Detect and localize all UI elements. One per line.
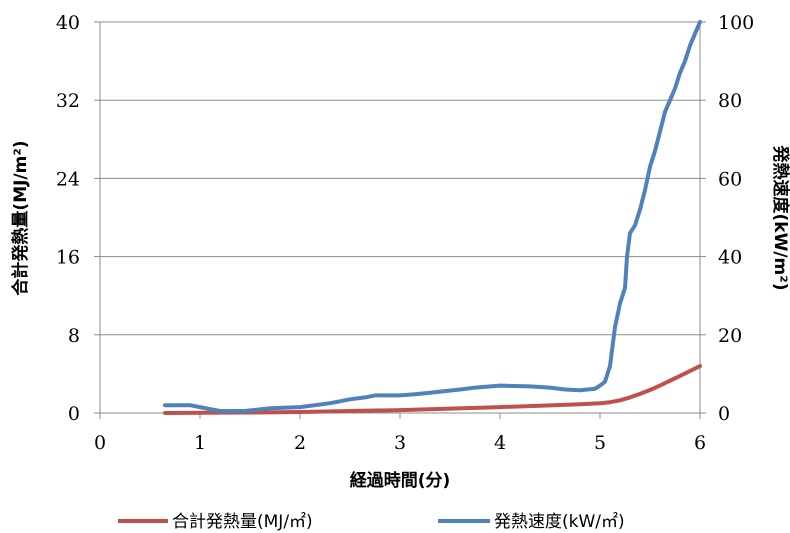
x-axis: 0 1 2 3 4 5 6 <box>94 413 706 454</box>
series-line-total-heat <box>163 364 702 415</box>
right-y-tick-label: 40 <box>718 247 742 269</box>
right-y-axis-title: 発熱速度(kW/m²) <box>770 145 790 291</box>
left-y-tick-label: 32 <box>56 90 80 112</box>
x-tick-label: 2 <box>294 432 306 454</box>
left-y-tick-label: 16 <box>56 247 80 269</box>
x-axis-title: 経過時間(分) <box>350 470 451 491</box>
right-y-tick-label: 0 <box>718 403 730 425</box>
series-line-heat-rate <box>163 20 702 413</box>
left-y-tick-label: 24 <box>56 168 80 190</box>
right-y-tick-label: 100 <box>718 12 754 34</box>
x-tick-label: 0 <box>94 432 106 454</box>
x-tick-label: 6 <box>694 432 706 454</box>
x-tick-label: 4 <box>494 432 506 454</box>
x-tick-label: 3 <box>394 432 406 454</box>
left-y-tick-label: 0 <box>68 403 80 425</box>
left-y-tick-label: 8 <box>68 325 80 347</box>
left-y-axis: 0 8 16 24 32 40 <box>56 12 100 425</box>
right-y-axis: 0 20 40 60 80 100 <box>700 12 754 425</box>
series-lines <box>163 20 702 415</box>
left-y-tick-label: 40 <box>56 12 80 34</box>
legend-label-total-heat: 合計発熱量(MJ/㎡) <box>172 512 313 532</box>
legend: 合計発熱量(MJ/㎡) 発熱速度(kW/㎡) <box>118 512 625 532</box>
x-tick-label: 5 <box>594 432 606 454</box>
right-y-tick-label: 60 <box>718 168 742 190</box>
legend-label-heat-rate: 発熱速度(kW/㎡) <box>494 512 625 532</box>
left-y-axis-title: 合計発熱量(MJ/m²) <box>10 140 31 295</box>
x-tick-label: 1 <box>194 432 206 454</box>
right-y-tick-label: 20 <box>718 325 742 347</box>
grid <box>99 21 701 414</box>
right-y-tick-label: 80 <box>718 90 742 112</box>
